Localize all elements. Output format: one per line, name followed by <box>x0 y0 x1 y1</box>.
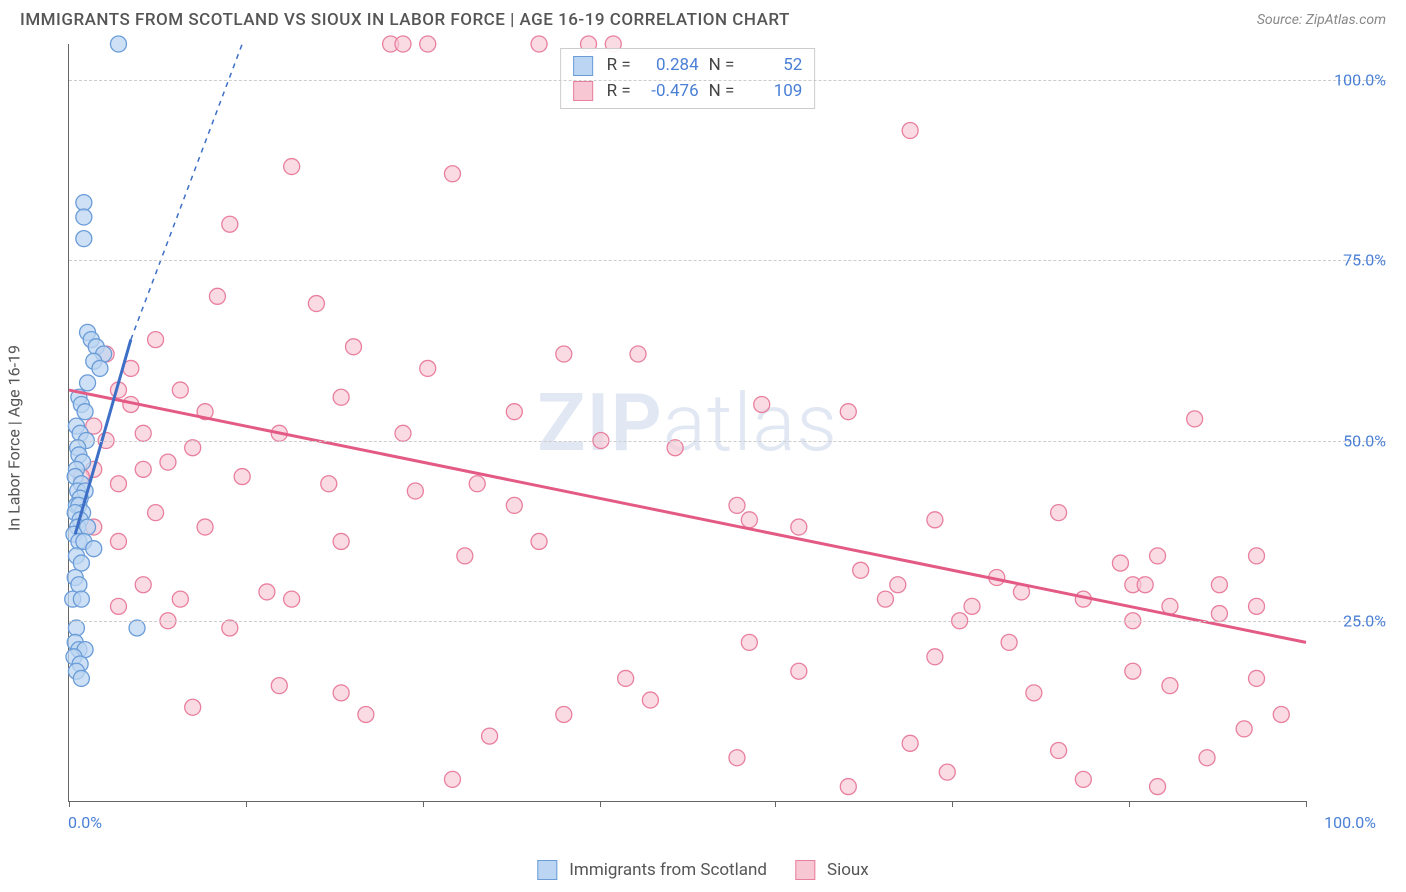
series-legend: Immigrants from Scotland Sioux <box>537 860 868 880</box>
gridline <box>69 621 1386 622</box>
x-axis-labels: 0.0% 100.0% <box>68 802 1306 832</box>
scatter-plot: ZIPatlas R = 0.284 N = 52 R = -0.476 N =… <box>68 44 1306 802</box>
scotland-swatch-icon <box>537 860 557 880</box>
sioux-swatch <box>573 81 593 101</box>
y-tick-label: 25.0% <box>1316 611 1386 630</box>
y-tick-label: 100.0% <box>1316 71 1386 90</box>
gridline <box>69 260 1386 261</box>
chart-title: IMMIGRANTS FROM SCOTLAND VS SIOUX IN LAB… <box>20 10 790 30</box>
y-tick-label: 50.0% <box>1316 431 1386 450</box>
y-tick-label: 75.0% <box>1316 251 1386 270</box>
sioux-swatch-icon <box>795 860 815 880</box>
correlation-legend: R = 0.284 N = 52 R = -0.476 N = 109 <box>560 48 816 109</box>
legend-item-scotland: Immigrants from Scotland <box>537 860 767 880</box>
y-axis-label: In Labor Force | Age 16-19 <box>5 345 24 531</box>
gridline <box>69 80 1386 81</box>
legend-row-sioux: R = -0.476 N = 109 <box>573 79 803 105</box>
legend-item-sioux: Sioux <box>795 860 869 880</box>
chart-source: Source: ZipAtlas.com <box>1257 12 1386 28</box>
gridline <box>69 441 1386 442</box>
legend-row-scotland: R = 0.284 N = 52 <box>573 53 803 79</box>
x-tick <box>1306 801 1307 807</box>
scotland-swatch <box>573 56 593 76</box>
